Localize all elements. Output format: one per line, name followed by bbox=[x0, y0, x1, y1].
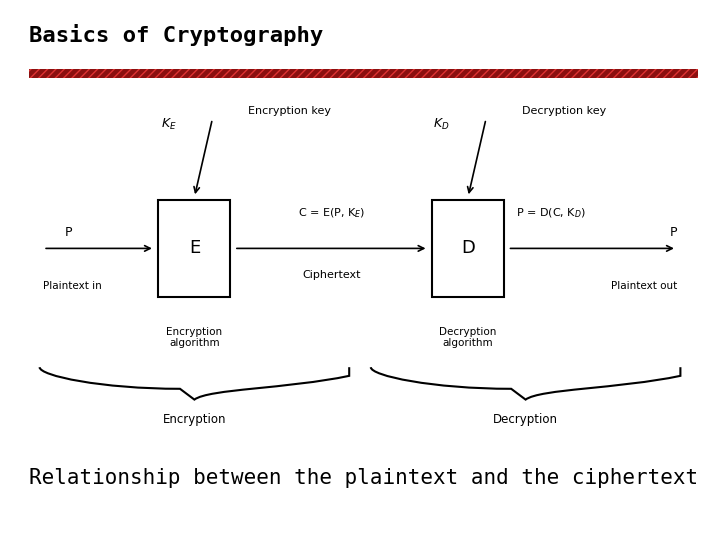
Bar bbox=[29, 69, 698, 78]
Text: Encryption key: Encryption key bbox=[248, 106, 331, 116]
Text: Encryption
algorithm: Encryption algorithm bbox=[166, 327, 222, 348]
Text: Decryption key: Decryption key bbox=[522, 106, 606, 116]
Text: Encryption: Encryption bbox=[163, 413, 226, 426]
Text: Relationship between the plaintext and the ciphertext: Relationship between the plaintext and t… bbox=[29, 468, 698, 488]
Text: E: E bbox=[189, 239, 200, 258]
Text: Basics of Cryptography: Basics of Cryptography bbox=[29, 24, 323, 46]
Text: Plaintext out: Plaintext out bbox=[611, 281, 677, 291]
Text: Plaintext in: Plaintext in bbox=[43, 281, 102, 291]
Text: P = D(C, K$_D$): P = D(C, K$_D$) bbox=[516, 206, 586, 220]
Text: D: D bbox=[461, 239, 475, 258]
Text: Ciphertext: Ciphertext bbox=[302, 271, 361, 280]
Bar bbox=[29, 69, 698, 78]
Text: Decryption: Decryption bbox=[493, 413, 558, 426]
Bar bbox=[432, 200, 504, 297]
Text: P: P bbox=[65, 226, 72, 239]
Text: Decryption
algorithm: Decryption algorithm bbox=[439, 327, 497, 348]
Text: P: P bbox=[670, 226, 677, 239]
Text: C = E(P, K$_E$): C = E(P, K$_E$) bbox=[297, 206, 365, 220]
Bar bbox=[158, 200, 230, 297]
Text: $K_D$: $K_D$ bbox=[433, 117, 450, 132]
Text: $K_E$: $K_E$ bbox=[161, 117, 176, 132]
